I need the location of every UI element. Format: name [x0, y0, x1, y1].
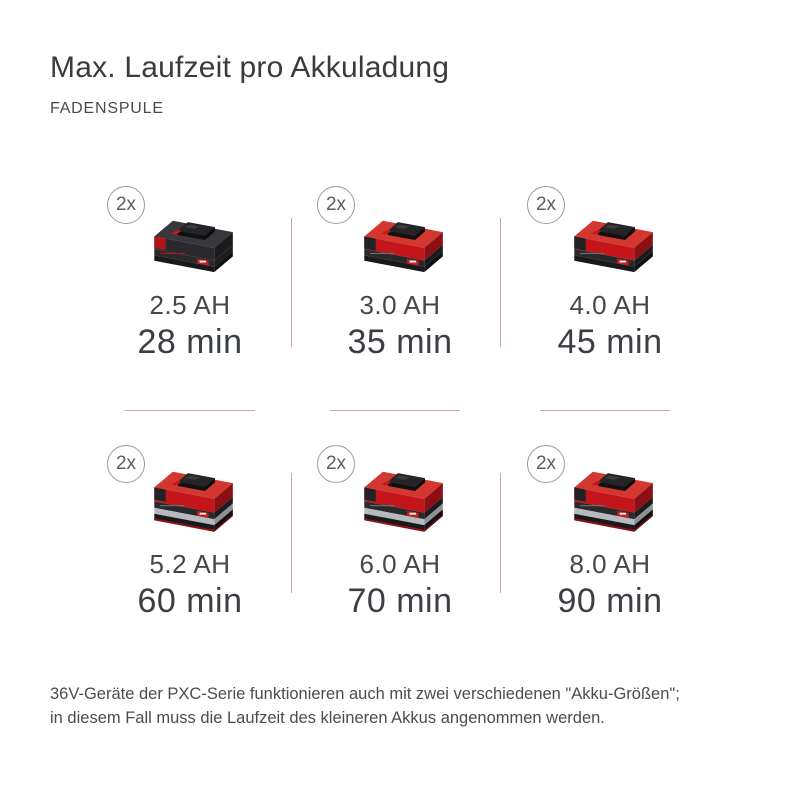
- battery-image-pxc-battery-8.0ah: [560, 472, 660, 535]
- divider-horizontal: [540, 410, 670, 411]
- battery-grid: 2x 2.5 AH 28 min 2x 3.0 AH 35 min 2x: [85, 178, 715, 634]
- capacity-label: 2.5 AH: [149, 290, 231, 320]
- runtime-label: 60 min: [137, 582, 243, 620]
- multiplier-badge: 2x: [107, 186, 145, 224]
- runtime-label: 90 min: [557, 582, 663, 620]
- page-subtitle: FADENSPULE: [50, 100, 164, 117]
- runtime-label: 70 min: [347, 582, 453, 620]
- divider-horizontal: [125, 410, 255, 411]
- multiplier-badge: 2x: [317, 186, 355, 224]
- battery-cell: 2x 5.2 AH 60 min: [85, 437, 295, 634]
- battery-illustration: [574, 472, 653, 533]
- battery-image-pxc-battery-2.5ah: [140, 214, 240, 276]
- battery-cell: 2x 6.0 AH 70 min: [295, 437, 505, 634]
- footnote-line-2: in diesem Fall muss die Laufzeit des kle…: [50, 709, 605, 727]
- battery-illustration: [154, 472, 233, 533]
- battery-cell: 2x 2.5 AH 28 min: [85, 178, 295, 375]
- multiplier-badge: 2x: [527, 445, 565, 483]
- divider-horizontal: [330, 410, 460, 411]
- runtime-label: 45 min: [557, 323, 663, 361]
- battery-illustration: [154, 220, 233, 272]
- battery-illustration: [574, 220, 653, 272]
- divider-vertical: [500, 473, 501, 593]
- multiplier-badge: 2x: [527, 186, 565, 224]
- divider-vertical: [291, 218, 292, 347]
- page-title: Max. Laufzeit pro Akkuladung: [50, 51, 450, 84]
- runtime-label: 35 min: [347, 323, 453, 361]
- battery-image-pxc-battery-6.0ah: [350, 472, 450, 535]
- battery-image-pxc-battery-3.0ah: [350, 214, 450, 276]
- divider-vertical: [291, 473, 292, 593]
- multiplier-badge: 2x: [317, 445, 355, 483]
- battery-cell: 2x 4.0 AH 45 min: [505, 178, 715, 375]
- battery-cell: 2x 3.0 AH 35 min: [295, 178, 505, 375]
- multiplier-badge: 2x: [107, 445, 145, 483]
- battery-cell: 2x 8.0 AH 90 min: [505, 437, 715, 634]
- capacity-label: 4.0 AH: [569, 290, 651, 320]
- battery-illustration: [364, 472, 443, 533]
- capacity-label: 3.0 AH: [359, 290, 441, 320]
- footnote: 36V-Geräte der PXC-Serie funktionieren a…: [50, 682, 760, 730]
- runtime-label: 28 min: [137, 323, 243, 361]
- battery-illustration: [364, 220, 443, 272]
- footnote-line-1: 36V-Geräte der PXC-Serie funktionieren a…: [50, 685, 680, 703]
- capacity-label: 8.0 AH: [569, 549, 651, 579]
- battery-image-pxc-battery-5.2ah: [140, 472, 240, 535]
- divider-vertical: [500, 218, 501, 347]
- capacity-label: 6.0 AH: [359, 549, 441, 579]
- battery-image-pxc-battery-4.0ah: [560, 214, 660, 276]
- header: Max. Laufzeit pro Akkuladung FADENSPULE: [50, 50, 449, 118]
- capacity-label: 5.2 AH: [149, 549, 231, 579]
